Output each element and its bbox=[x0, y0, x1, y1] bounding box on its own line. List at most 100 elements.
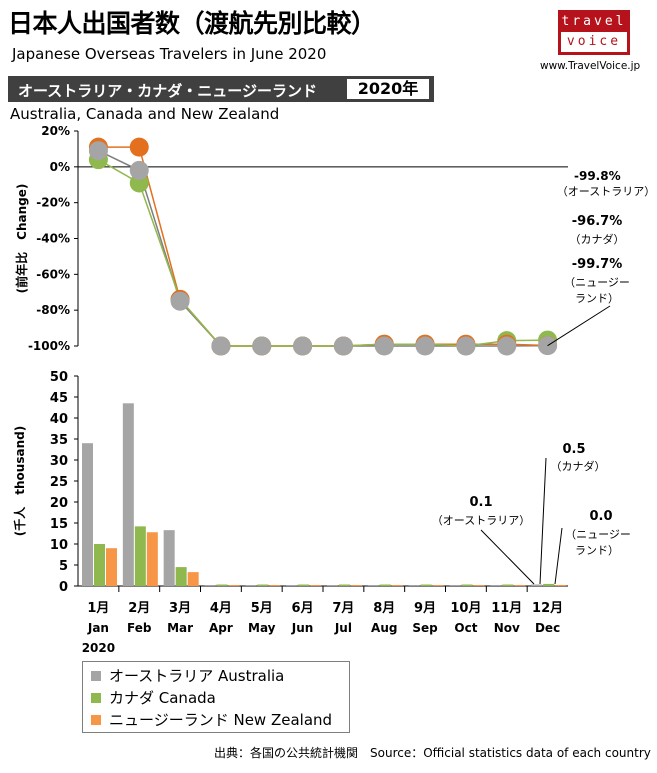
x-tick-label-month-en: Oct bbox=[454, 621, 477, 635]
region-banner-label: オーストラリア・カナダ・ニュージーランド bbox=[18, 82, 317, 100]
legend-label-australia: オーストラリア Australia bbox=[109, 667, 285, 685]
line-point-australia bbox=[374, 336, 394, 356]
source-note: 出典：各国の公共統計機関 Source：Official statistics … bbox=[214, 746, 651, 760]
bar-canada bbox=[543, 583, 555, 586]
line-point-australia bbox=[211, 336, 231, 356]
line-annotation-value-canada: -96.7% bbox=[572, 214, 623, 229]
line-point-australia bbox=[333, 336, 353, 356]
x-tick-label-month-en: Apr bbox=[209, 621, 233, 635]
bar-canada bbox=[339, 584, 350, 586]
line-annotation-label-new-zealand: （ニュージー bbox=[564, 276, 630, 289]
bar-australia bbox=[204, 585, 216, 586]
logo-bottom-text: voice bbox=[561, 32, 627, 52]
bar-chart-y-tick-label: 25 bbox=[50, 475, 68, 490]
chart-legend: オーストラリア Australia カナダ Canada ニュージーランド Ne… bbox=[82, 661, 350, 733]
line-point-australia bbox=[497, 336, 517, 356]
bar-australia bbox=[163, 530, 175, 586]
bar-australia bbox=[122, 403, 134, 586]
x-tick-label-month-en: Nov bbox=[494, 621, 520, 635]
bar-australia bbox=[449, 585, 461, 586]
bar-new-zealand bbox=[310, 585, 322, 586]
bar-new-zealand bbox=[146, 532, 158, 586]
bar-annotation-leader-new-zealand bbox=[554, 527, 563, 585]
x-tick-label-month: 4月 bbox=[210, 601, 232, 616]
line-annotation-label-canada: （カナダ） bbox=[570, 232, 625, 246]
travelvoice-logo[interactable]: travel voice bbox=[558, 10, 630, 55]
bar-new-zealand bbox=[187, 572, 199, 586]
bar-canada bbox=[420, 584, 432, 586]
bar-annotation-value-new-zealand: 0.0 bbox=[589, 509, 612, 524]
x-tick-label-month-en: Jul bbox=[334, 621, 352, 635]
x-tick-label-month-en: Mar bbox=[167, 621, 193, 635]
bar-canada bbox=[461, 584, 473, 586]
bar-australia bbox=[490, 585, 502, 586]
bar-canada bbox=[94, 544, 105, 586]
line-point-australia bbox=[415, 336, 435, 356]
bar-new-zealand bbox=[555, 585, 567, 586]
x-tick-label-month: 7月 bbox=[332, 601, 354, 616]
line-chart-y-tick-label: -60% bbox=[36, 267, 70, 281]
bar-annotation-label2-new-zealand: ランド） bbox=[575, 544, 619, 557]
x-tick-label-month-en: Jun bbox=[291, 621, 314, 635]
bar-chart-y-tick-label: 10 bbox=[50, 538, 68, 553]
bar-chart-y-tick-label: 40 bbox=[50, 412, 68, 427]
bar-chart-y-tick-label: 20 bbox=[50, 496, 68, 511]
line-annotation-value-australia: -99.8% bbox=[574, 169, 621, 183]
bar-annotation-leader-australia bbox=[480, 529, 535, 585]
bar-new-zealand bbox=[351, 585, 362, 586]
line-point-australia bbox=[129, 160, 149, 180]
line-annotation-label2-new-zealand: ランド） bbox=[575, 292, 619, 305]
region-english-label: Australia, Canada and New Zealand bbox=[10, 105, 280, 123]
bar-new-zealand bbox=[391, 585, 403, 586]
bar-annotation-value-australia: 0.1 bbox=[469, 495, 492, 510]
bar-annotation-value-canada: 0.5 bbox=[562, 442, 585, 457]
line-annotation-label-australia: （オーストラリア） bbox=[557, 185, 655, 198]
line-chart-y-tick-label: -20% bbox=[36, 196, 70, 210]
x-tick-label-month: 12月 bbox=[532, 601, 563, 616]
legend-swatch-australia bbox=[91, 671, 101, 681]
line-chart-y-tick-label: -40% bbox=[36, 232, 70, 246]
bar-new-zealand bbox=[473, 585, 485, 586]
x-tick-label-month-en: Sep bbox=[412, 621, 438, 635]
x-tick-label-month: 3月 bbox=[169, 601, 191, 616]
x-tick-label-month: 1月 bbox=[87, 601, 109, 616]
bar-australia bbox=[367, 585, 379, 586]
bar-canada bbox=[134, 526, 146, 586]
bar-new-zealand bbox=[432, 585, 444, 586]
bar-canada bbox=[175, 567, 187, 586]
line-chart-y-tick-label: 0% bbox=[50, 160, 70, 174]
site-url[interactable]: www.TravelVoice.jp bbox=[540, 60, 641, 72]
bar-new-zealand bbox=[514, 585, 526, 586]
bar-canada bbox=[216, 584, 228, 586]
bar-australia bbox=[327, 585, 338, 586]
legend-swatch-canada bbox=[91, 693, 101, 703]
bar-chart-y-tick-label: 5 bbox=[59, 559, 68, 574]
page-title: 日本人出国者数（渡航先別比較） bbox=[8, 9, 376, 38]
bar-canada bbox=[298, 584, 310, 586]
x-tick-label-month-en: Dec bbox=[535, 621, 560, 635]
line-point-australia bbox=[456, 336, 476, 356]
bar-australia bbox=[408, 585, 420, 586]
x-tick-label-month: 8月 bbox=[373, 601, 395, 616]
line-chart-y-label: (前年比 Change) bbox=[14, 184, 29, 294]
bar-chart-y-tick-label: 0 bbox=[59, 580, 68, 595]
line-series-canada bbox=[98, 159, 548, 347]
bar-canada bbox=[379, 584, 391, 586]
x-tick-label-month: 2月 bbox=[128, 601, 150, 616]
legend-swatch-new-zealand bbox=[91, 715, 101, 725]
x-tick-label-month: 6月 bbox=[292, 601, 314, 616]
bar-canada bbox=[502, 584, 514, 586]
bar-chart-y-tick-label: 35 bbox=[50, 433, 68, 448]
line-chart-y-tick-label: -100% bbox=[28, 339, 70, 353]
bar-annotation-leader-canada bbox=[539, 457, 547, 585]
line-annotation-leader bbox=[547, 305, 611, 347]
line-annotation-value-new-zealand: -99.7% bbox=[572, 257, 623, 272]
x-tick-label-year: 2020 bbox=[82, 641, 115, 655]
x-tick-label-month: 9月 bbox=[414, 601, 436, 616]
legend-label-new-zealand: ニュージーランド New Zealand bbox=[109, 711, 333, 729]
bar-australia bbox=[245, 585, 257, 586]
line-point-australia bbox=[252, 336, 272, 356]
legend-label-canada: カナダ Canada bbox=[109, 689, 216, 707]
x-tick-label-month: 11月 bbox=[491, 601, 522, 616]
x-tick-label-month-en: Feb bbox=[127, 621, 152, 635]
